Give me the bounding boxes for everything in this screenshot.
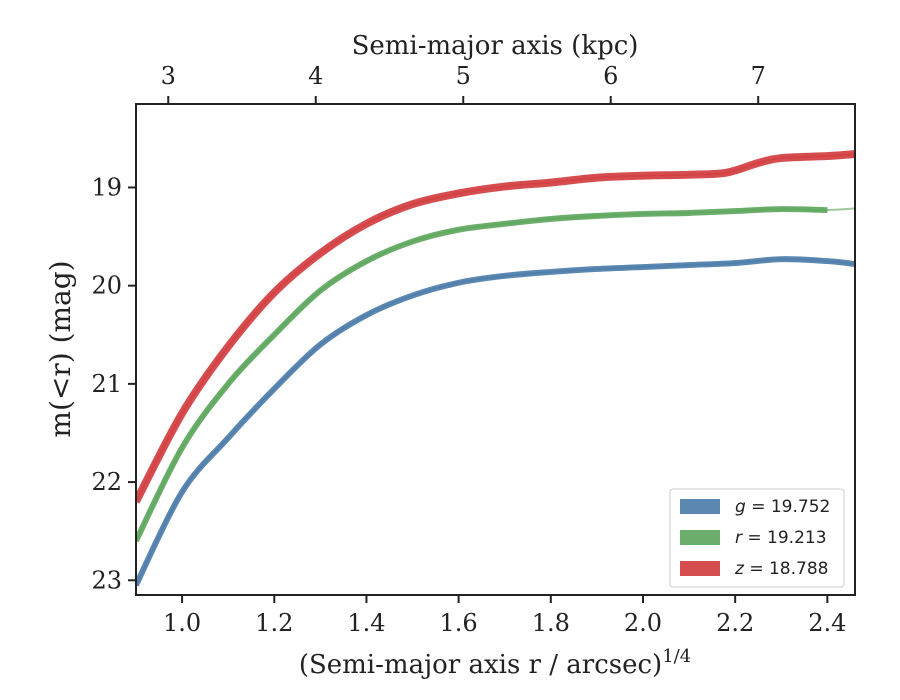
- plot-frame: [135, 103, 856, 596]
- x-tick-label: 1.8: [532, 609, 570, 637]
- top-x-tick-label: 4: [308, 62, 323, 90]
- y-axis: 19 20 21 22 23: [91, 173, 136, 594]
- x-tick-label: 2.2: [716, 609, 754, 637]
- top-x-axis-title: Semi-major axis (kpc): [352, 31, 639, 61]
- top-x-tick-label: 3: [161, 62, 176, 90]
- x-axis-title: (Semi-major axis r / arcsec)1/4: [299, 646, 691, 680]
- legend-label-r: r = 19.213: [735, 528, 827, 548]
- top-x-tick-label: 5: [456, 62, 471, 90]
- series-z-band: [136, 150, 855, 504]
- x-tick-label: 1.0: [163, 609, 201, 637]
- x-tick-label: 1.4: [347, 609, 385, 637]
- top-x-axis: 3 4 5 6 7: [161, 62, 766, 104]
- top-x-tick-label: 6: [603, 62, 618, 90]
- y-tick-label: 21: [91, 370, 122, 398]
- legend-label-z: z = 18.788: [734, 559, 828, 579]
- y-tick-label: 19: [91, 173, 122, 201]
- legend-value-r: = 19.213: [742, 528, 827, 548]
- series-r-band: [136, 206, 828, 543]
- legend-swatch-g: [680, 499, 720, 514]
- x-tick-label: 1.2: [255, 609, 293, 637]
- legend-var-g: g: [735, 497, 746, 517]
- y-axis-title: m(<r) (mag): [44, 260, 77, 437]
- x-axis-title-text: (Semi-major axis r / arcsec): [299, 650, 662, 680]
- legend-swatch-r: [680, 530, 720, 545]
- series-layer: [136, 150, 855, 587]
- legend-var-r: r: [735, 528, 743, 548]
- y-tick-label: 23: [91, 566, 122, 594]
- x-tick-label: 1.6: [440, 609, 478, 637]
- top-x-tick-label: 7: [751, 62, 766, 90]
- x-tick-label: 2.0: [624, 609, 662, 637]
- y-tick-label: 20: [91, 272, 122, 300]
- series-g-band: [136, 256, 855, 587]
- legend-label-g: g = 19.752: [735, 497, 830, 517]
- legend-swatch-z: [680, 561, 720, 576]
- x-tick-label: 2.4: [808, 609, 846, 637]
- y-tick-label: 22: [91, 468, 122, 496]
- x-axis: 1.0 1.2 1.4 1.6 1.8 2.0 2.2 2.4: [163, 595, 846, 637]
- legend-value-z: = 18.788: [744, 559, 829, 579]
- x-axis-title-exponent: 1/4: [662, 646, 691, 667]
- legend-value-g: = 19.752: [746, 497, 831, 517]
- legend-var-z: z: [734, 559, 745, 579]
